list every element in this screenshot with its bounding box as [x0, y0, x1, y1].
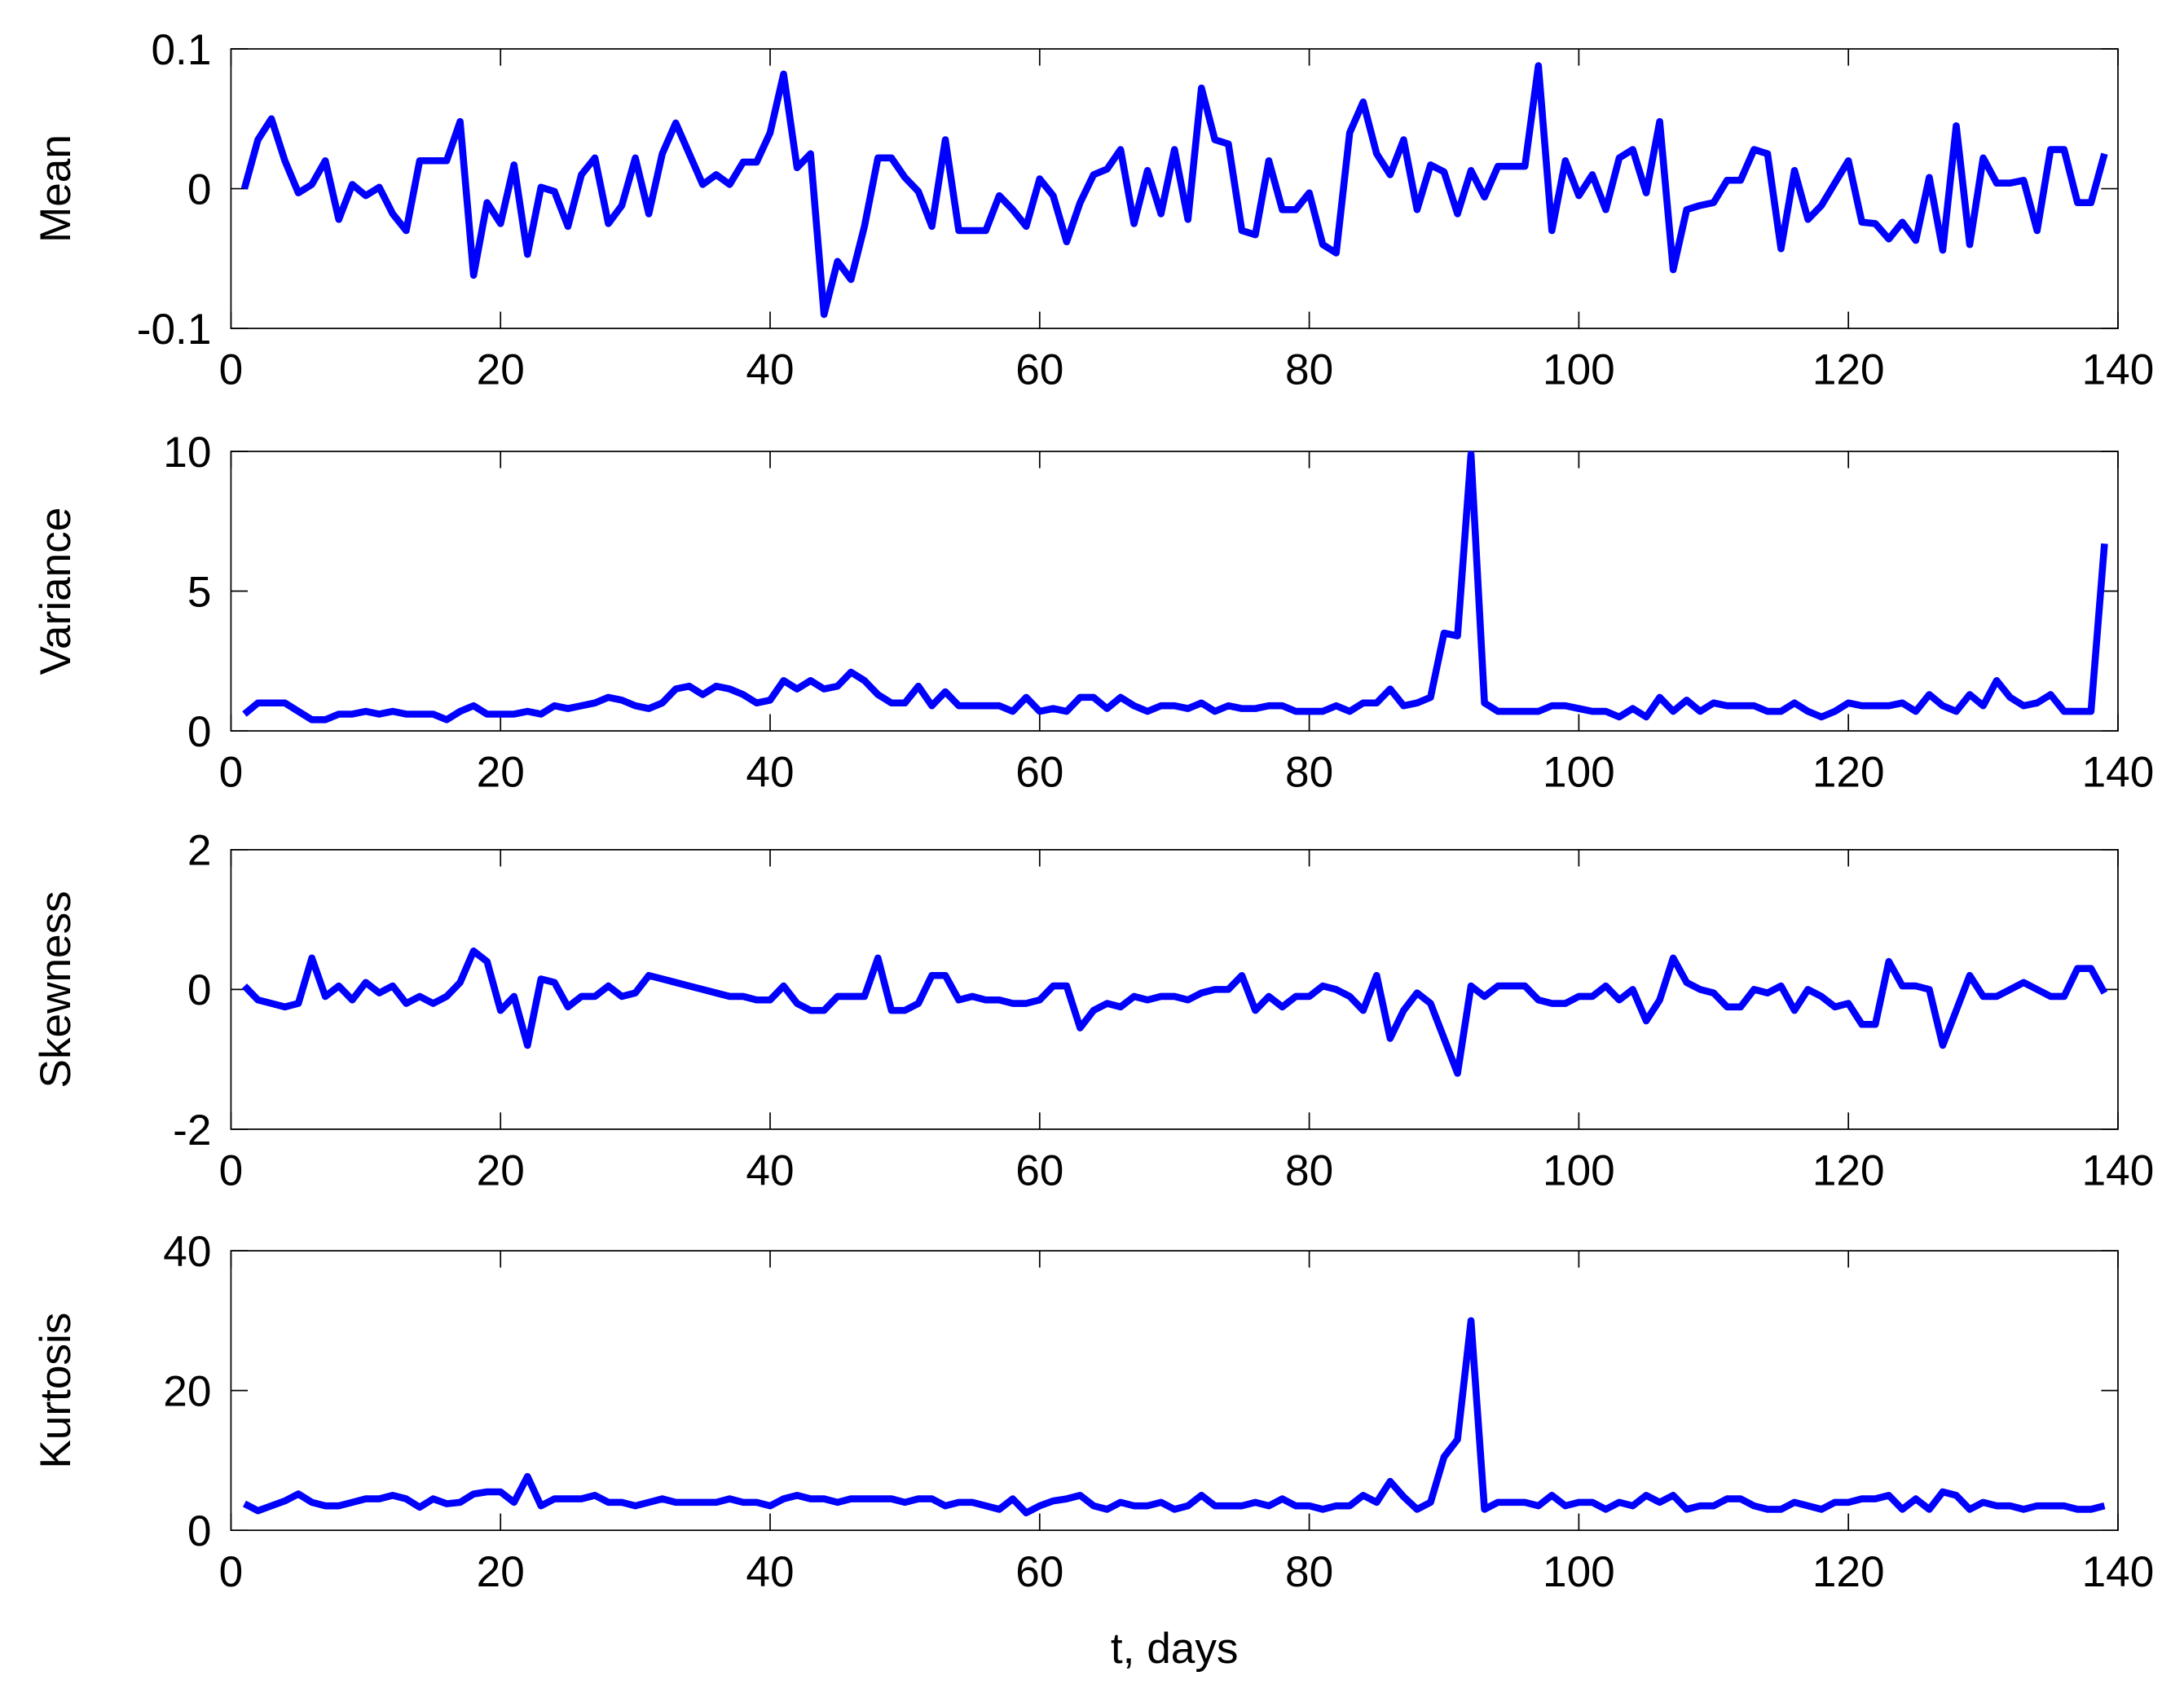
- y-tick-label: 20: [163, 1368, 211, 1416]
- y-axis-label: Skewness: [32, 891, 80, 1088]
- x-tick-label: 40: [746, 346, 794, 394]
- y-tick-label: 0.1: [152, 26, 212, 74]
- x-tick-label: 140: [2082, 749, 2155, 797]
- x-tick-label: 60: [1015, 346, 1063, 394]
- x-tick-label: 120: [1812, 749, 1885, 797]
- x-tick-label: 120: [1812, 1548, 1885, 1596]
- data-line: [242, 451, 2108, 724]
- plot-area: [230, 849, 2119, 1130]
- x-axis-label: t, days: [1111, 1625, 1239, 1673]
- x-tick-label: 100: [1543, 346, 1615, 394]
- data-line: [242, 1317, 2106, 1517]
- x-tick-label: 0: [219, 346, 244, 394]
- x-tick-label: 20: [477, 1548, 525, 1596]
- y-tick-label: 2: [187, 827, 212, 875]
- x-tick-label: 40: [746, 1147, 794, 1195]
- y-tick-label: 0: [187, 708, 212, 756]
- y-axis-label: Variance: [32, 508, 80, 675]
- y-axis-label: Mean: [32, 134, 80, 243]
- y-tick-label: 0: [187, 966, 212, 1014]
- data-line: [241, 947, 2108, 1077]
- data-line: [240, 62, 2108, 319]
- x-tick-label: 140: [2082, 1548, 2155, 1596]
- x-tick-label: 100: [1543, 1147, 1615, 1195]
- x-tick-label: 140: [2082, 1147, 2155, 1195]
- x-tick-label: 100: [1543, 749, 1615, 797]
- x-tick-label: 80: [1285, 1147, 1333, 1195]
- y-tick-label: -0.1: [137, 306, 212, 354]
- x-tick-label: 0: [219, 749, 244, 797]
- x-tick-label: 120: [1812, 346, 1885, 394]
- x-tick-label: 60: [1015, 1147, 1063, 1195]
- y-tick-label: 10: [163, 429, 211, 477]
- y-tick-label: 40: [163, 1228, 211, 1276]
- plot-area: [230, 1250, 2119, 1532]
- x-tick-label: 0: [219, 1548, 244, 1596]
- x-tick-label: 80: [1285, 346, 1333, 394]
- x-tick-label: 80: [1285, 1548, 1333, 1596]
- x-tick-label: 60: [1015, 749, 1063, 797]
- y-tick-label: 0: [187, 165, 212, 213]
- x-tick-label: 100: [1543, 1548, 1615, 1596]
- plot-area: [230, 451, 2119, 732]
- y-tick-label: 0: [187, 1507, 212, 1555]
- x-tick-label: 40: [746, 749, 794, 797]
- x-tick-label: 0: [219, 1147, 244, 1195]
- x-tick-label: 20: [477, 346, 525, 394]
- y-tick-label: -2: [173, 1106, 211, 1155]
- x-tick-label: 80: [1285, 749, 1333, 797]
- x-tick-label: 20: [477, 749, 525, 797]
- x-tick-label: 60: [1015, 1548, 1063, 1596]
- x-tick-label: 120: [1812, 1147, 1885, 1195]
- x-tick-label: 140: [2082, 346, 2155, 394]
- x-tick-label: 40: [746, 1548, 794, 1596]
- y-tick-label: 5: [187, 568, 212, 616]
- y-axis-label: Kurtosis: [32, 1313, 80, 1469]
- x-tick-label: 20: [477, 1147, 525, 1195]
